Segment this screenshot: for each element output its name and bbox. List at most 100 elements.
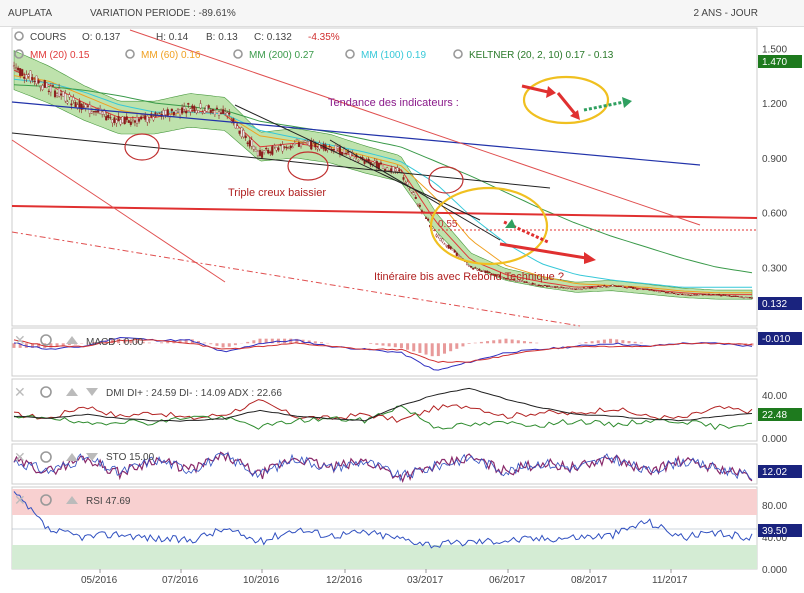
candle-body — [64, 93, 67, 102]
candle-body — [43, 80, 46, 88]
candle-body — [99, 108, 102, 114]
rsi-title: RSI 47.69 — [86, 496, 131, 507]
candle-body — [263, 150, 266, 153]
rsi-oversold-zone — [12, 545, 757, 569]
x-tick-label: 11/2017 — [652, 575, 688, 586]
candle-body — [269, 151, 272, 154]
candle-body — [396, 167, 399, 172]
candle-body — [342, 148, 346, 154]
candle-body — [334, 145, 337, 152]
candle-body — [513, 278, 516, 281]
gear-icon — [14, 31, 24, 41]
candle-body — [51, 85, 54, 87]
candle-body — [441, 238, 444, 243]
black-line-1 — [11, 132, 551, 189]
candle-body — [332, 148, 335, 151]
candle-body — [560, 286, 563, 288]
candle-body — [660, 290, 663, 292]
dmi-plus-line — [13, 399, 753, 423]
candle-body — [646, 288, 649, 291]
rsi-controls[interactable]: ✕ RSI 47.69 — [14, 492, 131, 508]
candle-body — [574, 288, 577, 290]
candle-body — [611, 284, 614, 287]
macd-controls[interactable]: ✕ MACD : 0.00 — [14, 332, 144, 348]
value-badges: 1.470 0.132 -0.010 22.48 12.02 39.50 — [758, 55, 802, 537]
candle-body — [599, 286, 602, 288]
dmi-minus-line — [13, 405, 753, 431]
candle-body — [506, 278, 510, 280]
period-label[interactable]: 2 ANS - JOUR — [693, 8, 758, 19]
candle-body — [195, 110, 198, 114]
candle-body — [525, 281, 528, 283]
candle-body — [685, 294, 688, 296]
candle-body — [703, 294, 706, 296]
candle-body — [176, 108, 180, 110]
candle-body — [556, 286, 559, 288]
candle-body — [291, 146, 294, 148]
candle-body — [640, 288, 643, 290]
candle-body — [552, 286, 555, 288]
candle-body — [470, 266, 473, 268]
dmi-controls[interactable]: ✕ DMI DI+ : 24.59 DI- : 14.09 ADX : 22.6… — [14, 384, 282, 400]
candle-body — [217, 111, 221, 116]
candle-body — [656, 290, 659, 292]
candle-body — [201, 112, 204, 114]
candle-body — [580, 288, 583, 291]
candle-body — [740, 296, 743, 298]
candle-body — [478, 268, 481, 271]
legend-mm200: MM (200) 0.27 — [249, 50, 314, 61]
candle-body — [404, 182, 407, 184]
arrow-up-icon — [66, 453, 78, 461]
candle-body — [650, 289, 653, 291]
macd-title: MACD : 0.00 — [86, 337, 144, 348]
series-mm-200- — [13, 84, 753, 274]
candle-body — [675, 293, 678, 295]
candle-body — [732, 295, 735, 297]
candle-body — [521, 280, 524, 282]
candle-body — [523, 281, 526, 283]
candle-body — [78, 100, 81, 109]
candle-body — [437, 234, 440, 238]
candle-body — [293, 142, 296, 145]
candle-body — [398, 170, 401, 172]
candle-body — [295, 139, 298, 141]
candle-body — [722, 294, 725, 296]
legend-row-1: COURS O: 0.137 H: 0.14 B: 0.13 C: 0.132 … — [14, 31, 340, 43]
candle-body — [62, 91, 65, 97]
candle-body — [133, 120, 137, 123]
candle-body — [310, 140, 313, 150]
symbol-label: AUPLATA — [8, 8, 53, 19]
candle-body — [545, 285, 549, 288]
candle-body — [41, 85, 44, 90]
candle-body — [375, 161, 378, 168]
sto-controls[interactable]: ✕ STO 15.00 — [14, 449, 155, 465]
candle-body — [679, 293, 682, 296]
candle-body — [654, 290, 657, 292]
candle-body — [271, 146, 274, 155]
red-dashdot-line — [11, 231, 581, 327]
candle-body — [166, 109, 169, 116]
candle-body — [381, 165, 385, 169]
candle-body — [572, 288, 575, 290]
candle-body — [548, 285, 551, 287]
legend-cours: COURS — [30, 32, 66, 43]
candle-body — [472, 268, 475, 270]
candle-body — [121, 116, 124, 124]
candle-body — [164, 110, 167, 115]
gear-icon — [40, 494, 52, 506]
candle-body — [250, 139, 253, 147]
candle-body — [734, 295, 737, 297]
candle-body — [181, 107, 184, 114]
candle-body — [23, 76, 26, 79]
candle-body — [258, 150, 262, 156]
candle-body — [189, 108, 192, 113]
candle-body — [129, 121, 132, 125]
candle-body — [127, 120, 130, 123]
candle-body — [285, 146, 288, 149]
candle-body — [564, 287, 567, 289]
candle-body — [636, 288, 639, 290]
candle-body — [197, 110, 200, 113]
x-tick-label: 10/2016 — [243, 575, 280, 586]
candle-body — [609, 285, 612, 287]
candle-body — [33, 80, 36, 83]
